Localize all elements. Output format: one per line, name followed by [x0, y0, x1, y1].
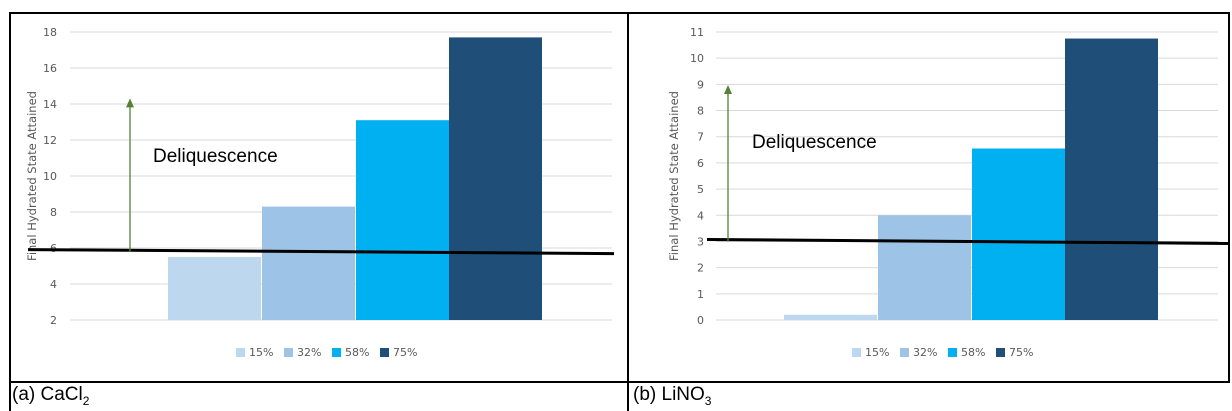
chart-b-y-tick-label: 5: [697, 183, 704, 196]
chart-a-legend-swatch: [332, 348, 341, 357]
chart-b-legend-label: 75%: [1009, 346, 1033, 359]
chart-b-y-tick-label: 4: [697, 209, 704, 222]
chart-a-y-tick-label: 2: [50, 314, 57, 327]
chart-a-threshold-line: [27, 248, 615, 256]
chart-a-y-tick-label: 8: [50, 206, 57, 219]
chart-b-y-tick-label: 1: [697, 288, 704, 301]
chart-b-bar-58pct: [972, 148, 1065, 320]
caption-b: (b) LiNO3: [633, 384, 712, 408]
panel-divider: [627, 12, 629, 411]
chart-b-y-tick-label: 7: [697, 131, 704, 144]
chart-b-legend-swatch: [852, 348, 861, 357]
chart-b-y-axis-label: Final Hydrated State Attained: [667, 91, 681, 261]
chart-a-legend-label: 32%: [297, 346, 321, 359]
chart-a-bar-15pct: [168, 257, 261, 320]
chart-a-y-axis-label: Final Hydrated State Attained: [25, 91, 39, 261]
chart-a-y-tick-label: 14: [43, 98, 57, 111]
chart-b-legend-label: 58%: [961, 346, 985, 359]
chart-a-y-tick-label: 12: [43, 134, 57, 147]
chart-b-y-tick-label: 0: [697, 314, 704, 327]
chart-a-y-tick-label: 10: [43, 170, 57, 183]
chart-b-y-tick-label: 9: [697, 78, 704, 91]
figure-frame: [9, 12, 1229, 411]
chart-b-bar-75pct: [1065, 38, 1158, 320]
chart-b-legend-swatch: [996, 348, 1005, 357]
chart-b-bar-32pct: [878, 215, 971, 320]
chart-a-legend-swatch: [236, 348, 245, 357]
chart-b-legend-label: 32%: [913, 346, 937, 359]
chart-b-y-tick-label: 11: [690, 26, 704, 39]
chart-a-bar-32pct: [262, 206, 355, 320]
chart-a-legend-label: 58%: [345, 346, 369, 359]
caption-a: (a) CaCl2: [12, 384, 90, 408]
figure-frame-right: [1228, 12, 1230, 383]
chart-b-y-tick-label: 3: [697, 235, 704, 248]
chart-b-arrow-head: [724, 84, 732, 94]
chart-b-y-tick-label: 2: [697, 262, 704, 275]
chart-a-arrow-head: [126, 98, 134, 108]
chart-b-y-tick-label: 8: [697, 105, 704, 118]
chart-a-y-tick-label: 16: [43, 62, 57, 75]
caption-divider: [9, 381, 1229, 383]
chart-a-bar-58pct: [356, 120, 449, 320]
chart-a-legend-swatch: [284, 348, 293, 357]
chart-b-legend-swatch: [900, 348, 909, 357]
chart-a-y-tick-label: 4: [50, 278, 57, 291]
chart-a-legend-swatch: [380, 348, 389, 357]
chart-b-legend-swatch: [948, 348, 957, 357]
chart-a-bar-75pct: [449, 37, 542, 321]
chart-b-y-tick-label: 6: [697, 157, 704, 170]
chart-b-annotation: Deliquescence: [752, 132, 877, 153]
chart-a-annotation: Deliquescence: [153, 146, 278, 167]
chart-b-y-tick-label: 10: [690, 52, 704, 65]
chart-b-threshold-line: [706, 237, 1229, 245]
chart-b-legend-label: 15%: [865, 346, 889, 359]
chart-a-legend-label: 75%: [393, 346, 417, 359]
chart-a-y-tick-label: 18: [43, 26, 57, 39]
chart-a-legend-label: 15%: [249, 346, 273, 359]
chart-b-bar-15pct: [784, 314, 877, 320]
